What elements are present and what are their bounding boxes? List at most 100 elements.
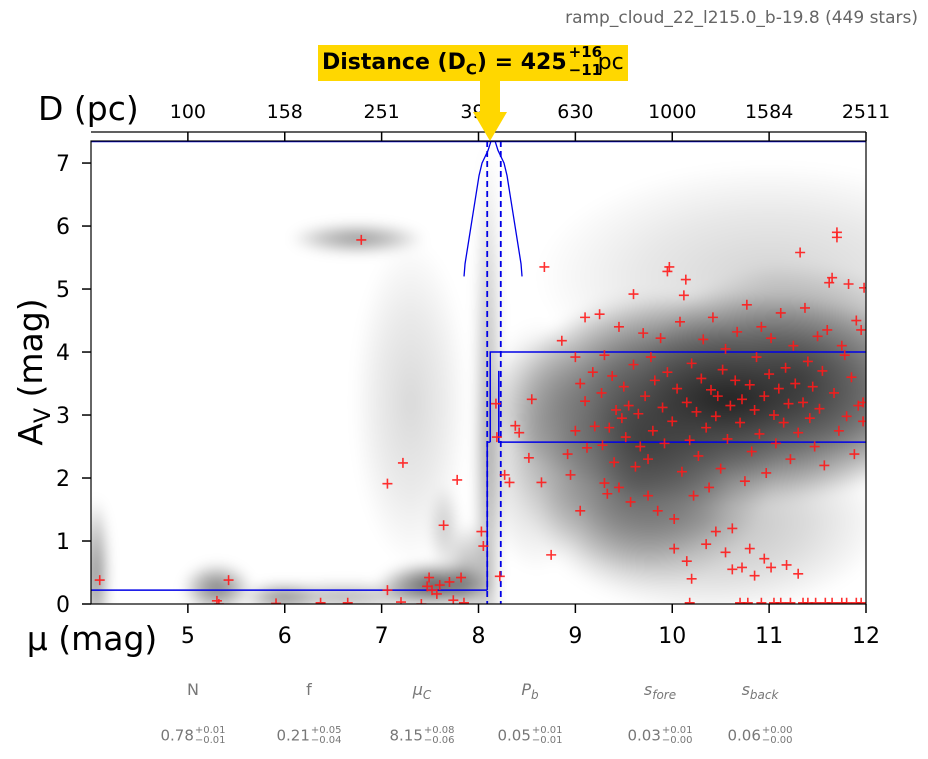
density-blob bbox=[246, 581, 440, 604]
param-value-main: 0.21 bbox=[276, 726, 310, 745]
star-point bbox=[761, 467, 772, 478]
star-point bbox=[609, 457, 620, 468]
star-point bbox=[749, 570, 760, 581]
star-point bbox=[849, 449, 860, 460]
star-point bbox=[676, 466, 687, 477]
star-point bbox=[536, 477, 547, 488]
star-point bbox=[604, 422, 615, 433]
star-point bbox=[839, 350, 850, 361]
top-tick-label: 630 bbox=[557, 101, 593, 123]
star-point bbox=[701, 422, 712, 433]
star-point bbox=[655, 333, 666, 344]
distance-callout: Distance (DC) = 425 +16 −11 pc bbox=[318, 44, 628, 81]
background-upper-line bbox=[489, 351, 866, 443]
star-point bbox=[580, 312, 591, 323]
star-point bbox=[582, 442, 592, 453]
star-point bbox=[686, 358, 697, 369]
star-point bbox=[793, 568, 804, 579]
star-point bbox=[315, 597, 326, 604]
distance-arrow bbox=[473, 80, 507, 141]
param-subscript: C bbox=[422, 688, 432, 703]
star-point bbox=[580, 396, 591, 407]
x-tick-label: 9 bbox=[568, 624, 582, 649]
star-point bbox=[620, 432, 631, 443]
param-value: 0.06 +0.00 −0.00 bbox=[727, 726, 792, 746]
star-point bbox=[858, 397, 866, 408]
star-point bbox=[657, 402, 668, 413]
star-point bbox=[94, 575, 105, 586]
star-point bbox=[478, 541, 489, 552]
star-point bbox=[575, 505, 586, 516]
star-point bbox=[618, 381, 629, 392]
param-value-main: 0.05 bbox=[497, 726, 531, 745]
star-point bbox=[780, 362, 791, 373]
star-point bbox=[812, 331, 823, 342]
star-point bbox=[431, 588, 442, 599]
figure-title: ramp_cloud_22_l215.0_b-19.8 (449 stars) bbox=[565, 8, 918, 28]
star-point bbox=[596, 387, 607, 398]
y-tick-label: 4 bbox=[56, 341, 70, 366]
star-point bbox=[768, 410, 779, 421]
star-point bbox=[759, 391, 770, 402]
star-point bbox=[647, 425, 658, 436]
star-point bbox=[710, 411, 721, 422]
star-point bbox=[696, 373, 707, 384]
star-point bbox=[607, 370, 618, 381]
y-tick-label: 7 bbox=[56, 152, 70, 177]
star-point bbox=[633, 408, 644, 419]
star-point bbox=[744, 543, 755, 554]
param-error-plus: +0.00 bbox=[761, 725, 793, 736]
star-point bbox=[652, 505, 663, 516]
star-point bbox=[662, 367, 673, 378]
star-point bbox=[691, 406, 702, 417]
param-value-error: +0.08 −0.06 bbox=[424, 726, 455, 746]
star-point bbox=[456, 572, 467, 583]
param-name: f bbox=[306, 680, 312, 699]
star-point bbox=[562, 449, 573, 460]
star-point bbox=[858, 416, 866, 427]
param-name: sback bbox=[742, 680, 779, 702]
star-point bbox=[783, 398, 794, 409]
callout-error: +16 −11 bbox=[567, 44, 602, 81]
star-point bbox=[698, 334, 709, 345]
star-point bbox=[751, 352, 762, 363]
param-error-minus: −0.04 bbox=[310, 735, 342, 746]
param-value: 8.15 +0.08 −0.06 bbox=[389, 726, 454, 746]
param-value-main: 0.78 bbox=[160, 726, 194, 745]
star-point bbox=[742, 597, 753, 604]
star-point bbox=[841, 597, 852, 604]
star-point bbox=[662, 266, 673, 277]
x-tick-label: 10 bbox=[658, 624, 686, 649]
top-tick-label: 1000 bbox=[648, 101, 696, 123]
star-point bbox=[722, 433, 733, 444]
callout-close: ) bbox=[476, 50, 487, 75]
x-tick-label: 7 bbox=[375, 624, 389, 649]
star-point bbox=[599, 478, 610, 489]
top-tick-label: 251 bbox=[363, 101, 399, 123]
star-point bbox=[504, 477, 515, 488]
star-point bbox=[625, 496, 636, 507]
star-point bbox=[539, 261, 550, 272]
param-value-error: +0.01 −0.01 bbox=[532, 726, 563, 746]
star-point bbox=[831, 232, 842, 243]
param-error-plus: +0.01 bbox=[661, 725, 693, 736]
star-point bbox=[271, 598, 282, 604]
star-point bbox=[678, 290, 689, 301]
param-error-minus: −0.06 bbox=[423, 735, 455, 746]
star-point bbox=[675, 316, 685, 327]
star-point bbox=[785, 454, 796, 465]
y-axis-label-subscript: V bbox=[31, 408, 56, 423]
star-point bbox=[686, 573, 697, 584]
star-point bbox=[795, 247, 806, 258]
star-point bbox=[701, 539, 712, 550]
x-tick-label: 5 bbox=[181, 624, 195, 649]
posterior-histogram-right bbox=[494, 141, 523, 277]
top-tick-label: 2511 bbox=[842, 101, 890, 123]
background-lower-line bbox=[498, 370, 866, 443]
param-value: 0.03 +0.01 −0.00 bbox=[627, 726, 692, 746]
star-point bbox=[810, 597, 821, 604]
param-symbol: μ bbox=[412, 680, 423, 699]
star-point bbox=[664, 261, 675, 272]
star-point bbox=[827, 272, 838, 283]
star-point bbox=[856, 324, 866, 335]
